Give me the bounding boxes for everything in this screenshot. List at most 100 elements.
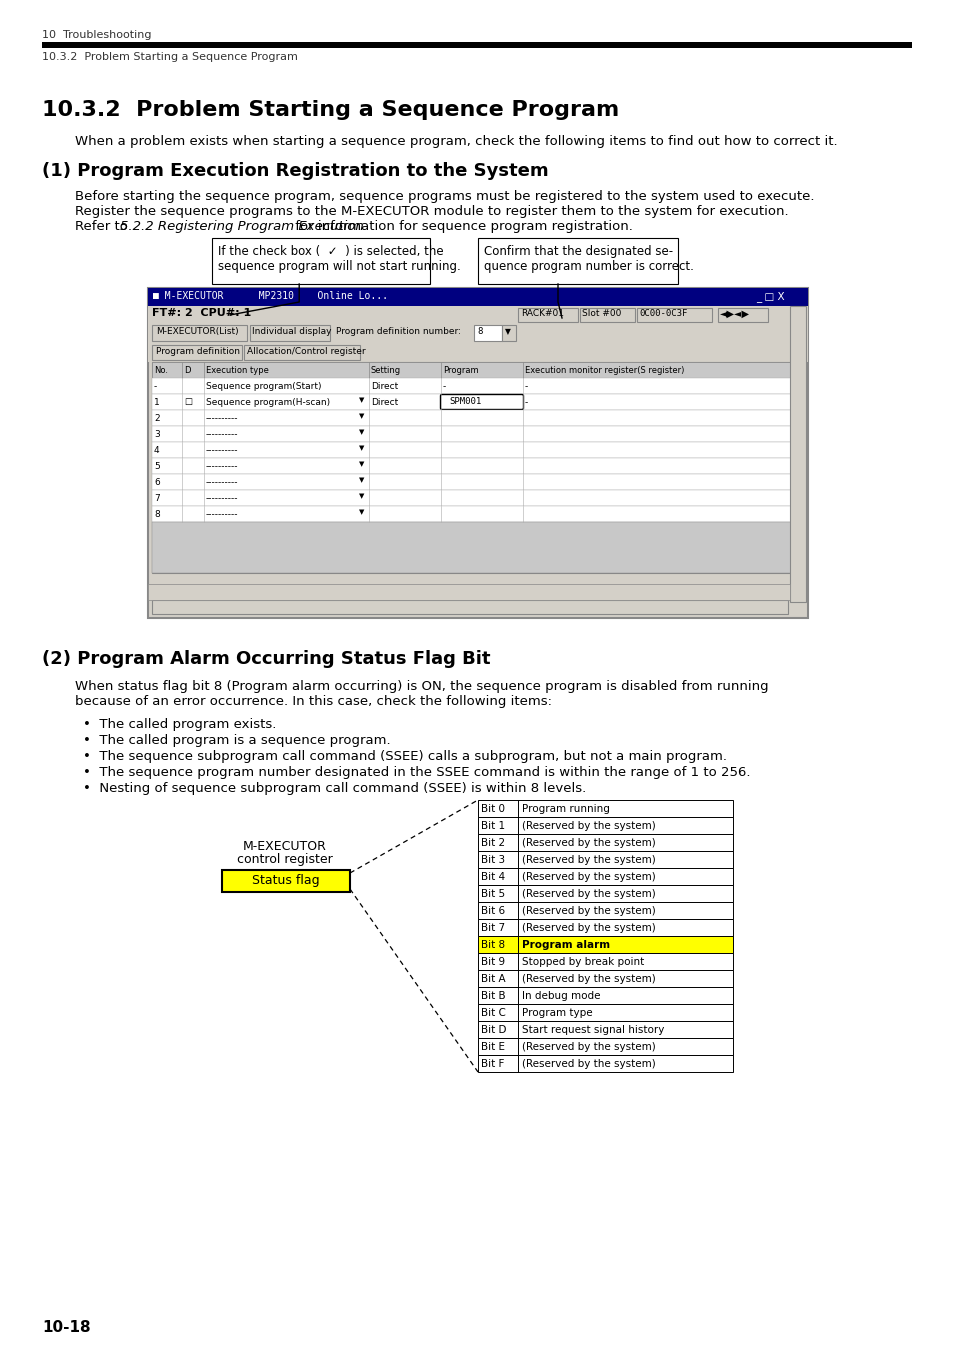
Text: Direct: Direct	[371, 398, 397, 406]
Text: Allocation/Control register: Allocation/Control register	[247, 347, 365, 356]
Bar	[477, 936, 732, 953]
Text: 2: 2	[153, 414, 159, 423]
Text: ----------: ----------	[206, 446, 238, 455]
Text: (Reserved by the system): (Reserved by the system)	[521, 838, 655, 848]
Text: ----------: ----------	[206, 414, 238, 423]
Bar	[477, 1054, 732, 1072]
Bar	[222, 869, 350, 892]
Text: Program alarm: Program alarm	[521, 940, 610, 950]
Bar	[789, 306, 805, 602]
Text: Bit 3: Bit 3	[480, 855, 504, 865]
Bar	[477, 238, 678, 284]
Text: (Reserved by the system): (Reserved by the system)	[521, 855, 655, 865]
Text: Slot #00: Slot #00	[581, 309, 620, 319]
Bar	[477, 834, 732, 850]
Text: 4: 4	[153, 446, 159, 455]
Text: •  The sequence program number designated in the SSEE command is within the rang: • The sequence program number designated…	[83, 765, 750, 779]
Text: Status flag: Status flag	[252, 873, 319, 887]
Text: Bit 2: Bit 2	[480, 838, 504, 848]
Text: Sequence program(Start): Sequence program(Start)	[206, 382, 321, 391]
Bar	[152, 362, 791, 378]
Text: -: -	[524, 382, 528, 391]
Text: ■ M-EXECUTOR      MP2310    Online Lo...: ■ M-EXECUTOR MP2310 Online Lo...	[152, 292, 388, 301]
Text: 0C00-0C3F: 0C00-0C3F	[639, 309, 687, 319]
Text: 10  Troubleshooting: 10 Troubleshooting	[42, 30, 152, 40]
Bar	[477, 1038, 732, 1054]
Bar	[152, 441, 791, 458]
Text: because of an error occurrence. In this case, check the following items:: because of an error occurrence. In this …	[75, 695, 552, 707]
Text: 6: 6	[153, 478, 159, 487]
Bar	[148, 288, 807, 618]
Text: ▼: ▼	[358, 397, 364, 404]
Text: _ □ X: _ □ X	[755, 292, 783, 302]
Text: ▼: ▼	[358, 429, 364, 435]
Bar	[148, 288, 807, 306]
Bar	[477, 886, 732, 902]
Text: When status flag bit 8 (Program alarm occurring) is ON, the sequence program is : When status flag bit 8 (Program alarm oc…	[75, 680, 768, 693]
Text: •  Nesting of sequence subprogram call command (SSEE) is within 8 levels.: • Nesting of sequence subprogram call co…	[83, 782, 586, 795]
Bar	[477, 953, 732, 971]
Text: Bit 7: Bit 7	[480, 923, 504, 933]
Text: Bit 1: Bit 1	[480, 821, 504, 832]
Text: -: -	[442, 382, 446, 391]
Text: Bit 0: Bit 0	[480, 805, 504, 814]
Text: Program definition: Program definition	[156, 347, 240, 356]
Text: ▼: ▼	[358, 446, 364, 451]
Text: ▼: ▼	[358, 509, 364, 514]
Text: ----------: ----------	[206, 510, 238, 518]
Text: Bit E: Bit E	[480, 1042, 504, 1052]
Text: Stopped by break point: Stopped by break point	[521, 957, 643, 967]
Text: No.: No.	[153, 366, 168, 375]
Text: Bit C: Bit C	[480, 1008, 505, 1018]
Text: (Reserved by the system): (Reserved by the system)	[521, 890, 655, 899]
Text: 8: 8	[153, 510, 159, 518]
Text: Refer to: Refer to	[75, 220, 132, 234]
Text: ----------: ----------	[206, 494, 238, 504]
Text: Program definition number:: Program definition number:	[335, 327, 460, 336]
Bar	[152, 474, 791, 490]
Text: Direct: Direct	[371, 382, 397, 391]
Bar	[152, 458, 791, 474]
Text: (1) Program Execution Registration to the System: (1) Program Execution Registration to th…	[42, 162, 548, 180]
Bar	[477, 902, 732, 919]
Text: 5.2.2 Registering Program Execution: 5.2.2 Registering Program Execution	[120, 220, 363, 234]
Text: 10-18: 10-18	[42, 1320, 91, 1335]
Bar	[477, 919, 732, 936]
Text: ☐: ☐	[184, 398, 192, 406]
Text: quence program number is correct.: quence program number is correct.	[483, 261, 693, 273]
Bar	[212, 238, 430, 284]
Text: 10.3.2  Problem Starting a Sequence Program: 10.3.2 Problem Starting a Sequence Progr…	[42, 53, 297, 62]
Text: ▼: ▼	[358, 460, 364, 467]
Bar	[244, 346, 359, 360]
Text: RACK#01: RACK#01	[520, 309, 563, 319]
Bar	[152, 394, 791, 410]
Text: Bit 4: Bit 4	[480, 872, 504, 882]
Bar	[250, 325, 330, 342]
Bar	[152, 490, 791, 506]
Text: •  The sequence subprogram call command (SSEE) calls a subprogram, but not a mai: • The sequence subprogram call command (…	[83, 751, 726, 763]
Bar	[152, 599, 787, 614]
Bar	[152, 325, 247, 342]
Text: Program type: Program type	[521, 1008, 592, 1018]
Bar	[148, 324, 807, 344]
Text: 7: 7	[153, 494, 159, 504]
Bar	[152, 410, 791, 427]
Text: (Reserved by the system): (Reserved by the system)	[521, 872, 655, 882]
Text: Program running: Program running	[521, 805, 609, 814]
Text: Before starting the sequence program, sequence programs must be registered to th: Before starting the sequence program, se…	[75, 190, 814, 202]
Text: Bit 8: Bit 8	[480, 940, 504, 950]
Text: If the check box (  ✓  ) is selected, the: If the check box ( ✓ ) is selected, the	[218, 244, 443, 258]
Text: Bit F: Bit F	[480, 1058, 504, 1069]
Text: (2) Program Alarm Occurring Status Flag Bit: (2) Program Alarm Occurring Status Flag …	[42, 649, 490, 668]
Text: ◄▶◄▶: ◄▶◄▶	[720, 309, 749, 319]
Text: control register: control register	[237, 853, 333, 865]
Bar	[474, 325, 501, 342]
Text: D: D	[184, 366, 191, 375]
Text: Program: Program	[442, 366, 478, 375]
Text: Start request signal history: Start request signal history	[521, 1025, 663, 1035]
Text: (Reserved by the system): (Reserved by the system)	[521, 973, 655, 984]
Text: Bit 5: Bit 5	[480, 890, 504, 899]
Text: 3: 3	[153, 431, 159, 439]
Text: ▼: ▼	[504, 327, 511, 336]
Text: M-EXECUTOR(List): M-EXECUTOR(List)	[156, 327, 238, 336]
